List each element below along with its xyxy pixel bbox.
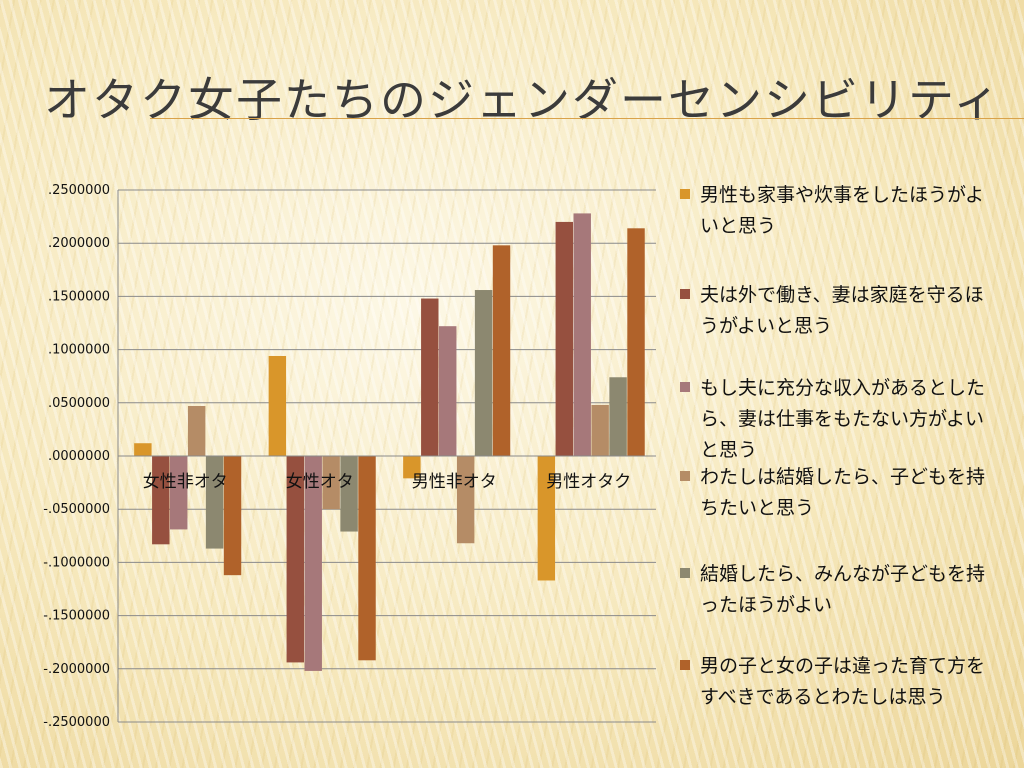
legend-label: 結婚したら、みんなが子どもを持ったほうがよい — [700, 563, 986, 616]
bar — [456, 456, 475, 544]
bar — [537, 456, 556, 581]
legend-swatch — [680, 382, 690, 392]
bar — [268, 355, 287, 456]
bar — [286, 456, 305, 663]
legend-label: もし夫に充分な収入があるとしたら、妻は仕事をもたない方がよいと思う — [700, 377, 986, 461]
bar — [627, 228, 645, 456]
bar — [322, 456, 340, 510]
y-tick-label: .2500000 — [48, 183, 110, 198]
bar — [439, 326, 457, 456]
y-tick-label: .0000000 — [48, 449, 110, 464]
legend-swatch — [680, 471, 690, 481]
y-tick-label: .0500000 — [48, 396, 110, 411]
y-tick-label: .1000000 — [48, 343, 110, 358]
bar — [223, 456, 242, 576]
legend-label: わたしは結婚したら、子どもを持ちたいと思う — [700, 466, 986, 519]
legend-label: 男の子と女の子は違った育て方をすべきであるとわたしは思う — [700, 655, 986, 708]
title-underline — [150, 118, 1024, 119]
bar — [187, 405, 206, 456]
y-tick-label: -.1000000 — [43, 555, 110, 570]
bar — [152, 456, 170, 545]
bar — [609, 377, 627, 456]
legend-label: 男性も家事や炊事をしたほうがよいと思う — [700, 184, 985, 237]
y-tick-label: -.0500000 — [43, 502, 110, 517]
bar — [170, 456, 188, 530]
bar — [591, 404, 609, 456]
legend-swatch — [680, 289, 690, 299]
y-tick-label: -.1500000 — [43, 609, 110, 624]
y-tick-label: -.2000000 — [43, 662, 110, 677]
category-label: 女性オタ — [286, 472, 354, 492]
category-label: 女性非オタ — [143, 472, 228, 492]
bar — [492, 245, 511, 456]
bar — [304, 456, 322, 671]
bar — [134, 443, 152, 456]
bar-chart: .2500000 .2000000 .1500000 .1000000 .0500000… — [43, 183, 656, 730]
category-label: 男性非オタ — [412, 472, 497, 492]
legend-swatch — [680, 568, 690, 578]
y-tick-label: .1500000 — [48, 289, 110, 304]
legend-swatch — [680, 189, 690, 199]
legend-label: 夫は外で働き、妻は家庭を守るほうがよいと思う — [700, 284, 984, 337]
bar — [474, 290, 493, 456]
category-label: 男性オタク — [546, 472, 631, 492]
bar — [573, 213, 591, 456]
bar — [358, 456, 376, 661]
bar — [403, 456, 421, 479]
bar — [555, 221, 574, 456]
bar — [340, 456, 358, 532]
y-tick-label: .2000000 — [48, 236, 110, 251]
bar — [421, 298, 439, 456]
legend-swatch — [680, 660, 690, 670]
bar — [205, 456, 224, 549]
y-tick-label: -.2500000 — [43, 715, 110, 730]
